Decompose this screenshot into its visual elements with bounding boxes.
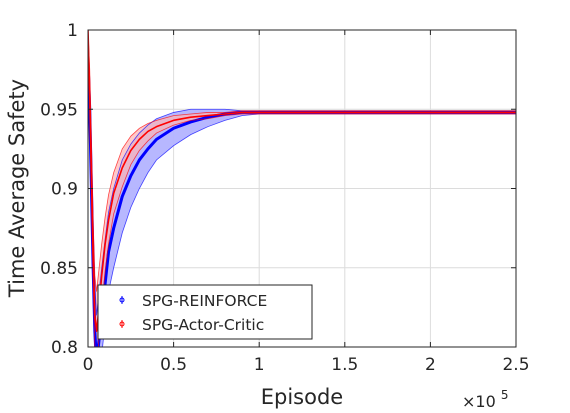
x-axis-multiplier-exponent: 5 (501, 388, 509, 402)
y-axis-label: Time Average Safety (5, 79, 29, 298)
y-tick-label: 1 (67, 21, 78, 41)
legend-marker-spg-actor-critic (119, 321, 125, 327)
y-tick-label: 0.8 (51, 338, 78, 358)
series-lower-edge-spg-actor-critic (88, 30, 516, 347)
x-tick-label: 1.5 (331, 355, 358, 375)
legend: SPG-REINFORCE SPG-Actor-Critic (97, 284, 313, 340)
tick-layer: 0 0.5 1 1.5 2 2.5 0.8 0.85 0.9 0.95 1 (40, 21, 529, 375)
y-tick-label: 0.9 (51, 180, 78, 200)
x-axis-label: Episode (261, 385, 343, 409)
legend-label-spg-reinforce: SPG-REINFORCE (142, 292, 267, 310)
band-layer (88, 30, 516, 347)
legend-box (97, 284, 313, 340)
x-tick-label: 0 (83, 355, 94, 375)
series-line-spg-actor-critic (88, 30, 516, 332)
x-axis-multiplier-base: ×10 (462, 392, 496, 411)
y-tick-label: 0.85 (40, 259, 78, 279)
series-band-spg-reinforce (88, 53, 516, 347)
x-tick-label: 2 (425, 355, 436, 375)
legend-entry-spg-actor-critic: SPG-Actor-Critic (119, 316, 264, 334)
line-layer (88, 30, 516, 347)
x-tick-label: 2.5 (502, 355, 529, 375)
legend-label-spg-actor-critic: SPG-Actor-Critic (142, 316, 264, 334)
x-tick-label: 1 (254, 355, 265, 375)
x-tick-label: 0.5 (160, 355, 187, 375)
series-upper-edge-spg-actor-critic (88, 30, 516, 292)
legend-marker-spg-reinforce (119, 297, 125, 303)
legend-entry-spg-reinforce: SPG-REINFORCE (119, 292, 267, 310)
x-axis-multiplier: ×10 5 (462, 388, 509, 411)
y-tick-label: 0.95 (40, 100, 78, 120)
